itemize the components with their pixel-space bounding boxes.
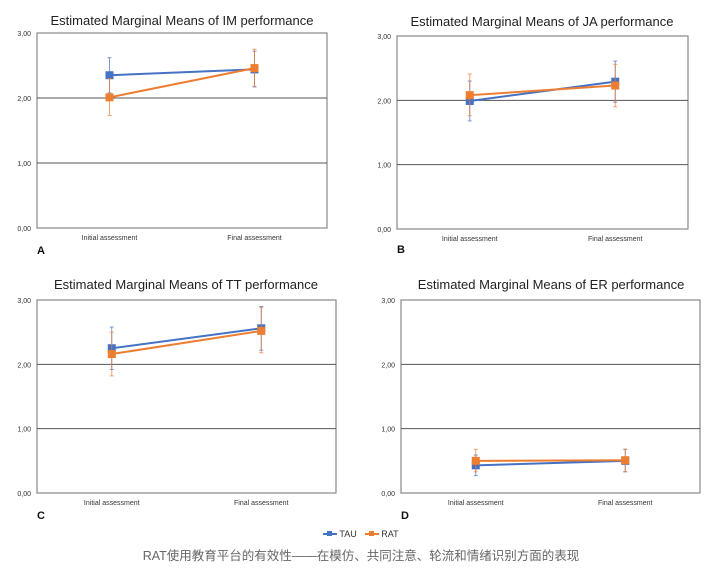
data-point: [105, 71, 114, 80]
x-tick-label: Final assessment: [598, 500, 653, 507]
y-tick-label: 2,00: [377, 98, 391, 105]
series-line: [111, 329, 262, 356]
chart-panel-c: Estimated Marginal Means of TT performan…: [17, 277, 337, 522]
legend-item-tau: TAU: [323, 529, 357, 539]
series-line: [475, 459, 626, 462]
data-point: [611, 81, 620, 90]
series-line: [469, 84, 616, 97]
chart-panel-a: Estimated Marginal Means of IM performan…: [17, 13, 328, 257]
data-point: [250, 64, 259, 73]
chart-title: Estimated Marginal Means of ER performan…: [418, 277, 685, 292]
data-point: [105, 93, 114, 102]
plot-area: [396, 35, 689, 230]
series-rat: [105, 48, 259, 117]
y-tick-label: 1,00: [17, 161, 31, 168]
legend-label: RAT: [381, 529, 399, 539]
y-tick-label: 1,00: [17, 427, 31, 434]
x-tick-label: Final assessment: [588, 236, 643, 243]
series-rat: [465, 63, 620, 117]
figure-caption: RAT使用教育平台的有效性——在模仿、共同注意、轮流和情绪识别方面的表现: [142, 549, 580, 563]
y-tick-label: 2,00: [17, 362, 31, 369]
data-point: [621, 456, 630, 465]
panel-label: B: [397, 244, 405, 256]
rat-swatch-icon: [365, 531, 380, 536]
data-point: [257, 326, 266, 335]
panel-label: A: [37, 245, 45, 257]
x-tick-label: Initial assessment: [82, 235, 138, 242]
chart-title: Estimated Marginal Means of JA performan…: [410, 14, 673, 29]
series-line: [111, 327, 262, 350]
panel-label: D: [401, 510, 409, 522]
y-tick-label: 2,00: [17, 96, 31, 103]
chart-title: Estimated Marginal Means of IM performan…: [51, 13, 314, 28]
chart-panel-b: Estimated Marginal Means of JA performan…: [377, 14, 689, 256]
tau-swatch-icon: [323, 531, 338, 536]
y-tick-label: 3,00: [17, 31, 31, 38]
plot-area: [36, 299, 337, 494]
y-tick-label: 0,00: [381, 491, 395, 498]
y-tick-label: 0,00: [377, 227, 391, 234]
legend-label: TAU: [339, 529, 357, 539]
series-line: [475, 459, 626, 467]
chart-panel-d: Estimated Marginal Means of ER performan…: [381, 277, 701, 522]
data-point: [465, 91, 474, 100]
series-line: [109, 67, 255, 99]
y-tick-label: 2,00: [381, 362, 395, 369]
series-rat: [471, 448, 630, 473]
plot-area: [36, 32, 328, 229]
chart-title: Estimated Marginal Means of TT performan…: [54, 277, 318, 292]
y-tick-label: 3,00: [381, 298, 395, 305]
y-tick-label: 3,00: [377, 34, 391, 41]
y-tick-label: 0,00: [17, 226, 31, 233]
y-tick-label: 0,00: [17, 491, 31, 498]
x-tick-label: Initial assessment: [448, 500, 504, 507]
x-tick-label: Final assessment: [227, 235, 282, 242]
series-line: [109, 68, 255, 77]
x-tick-label: Final assessment: [234, 500, 289, 507]
series-rat: [107, 307, 266, 377]
data-point: [107, 350, 116, 359]
data-point: [471, 456, 480, 465]
x-tick-label: Initial assessment: [442, 236, 498, 243]
y-tick-label: 1,00: [377, 163, 391, 170]
legend-item-rat: RAT: [365, 529, 399, 539]
y-tick-label: 3,00: [17, 298, 31, 305]
y-tick-label: 1,00: [381, 427, 395, 434]
panel-label: C: [37, 510, 45, 522]
legend: TAU RAT: [0, 527, 722, 539]
x-tick-label: Initial assessment: [84, 500, 140, 507]
